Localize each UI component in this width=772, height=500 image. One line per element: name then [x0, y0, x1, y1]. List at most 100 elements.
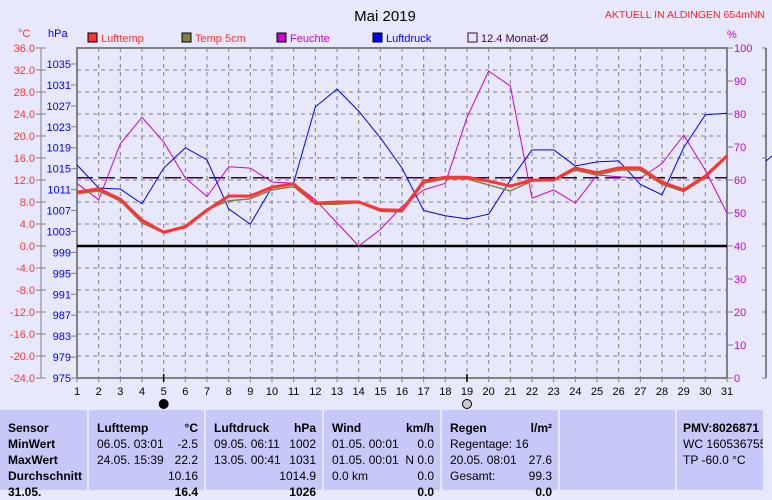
regen-header: Regen: [450, 421, 487, 435]
regen-unit: l/m²: [531, 420, 552, 436]
x-tick-label: 28: [656, 386, 668, 398]
lufttemp-min: -2.5: [177, 436, 198, 452]
lufttemp-max: 22.2: [175, 452, 198, 468]
regen-days: Regentage: 16: [450, 437, 529, 451]
luftdruck-max-time: 13.05. 00:41: [214, 453, 281, 467]
legend-swatch: [88, 33, 97, 42]
sensor-column: Sensor MinWert MaxWert Durchschnitt 31.0…: [0, 410, 87, 490]
luftdruck-header: Luftdruck: [214, 421, 269, 435]
x-tick-label: 2: [96, 386, 102, 398]
legend-label: 12.4 Monat-Ø: [481, 33, 549, 45]
row-label-avg: Durchschnitt: [8, 468, 81, 484]
statistics-panel: Sensor MinWert MaxWert Durchschnitt 31.0…: [0, 410, 772, 490]
temp-tick-label: 32.0: [14, 65, 35, 77]
x-tick-label: 15: [374, 386, 386, 398]
station-label: AKTUELL IN ALDINGEN 654mNN: [605, 9, 765, 21]
x-tick-label: 29: [678, 386, 690, 398]
lufttemp-max-time: 24.05. 15:39: [97, 453, 164, 467]
x-tick-label: 21: [504, 386, 516, 398]
luftdruck-unit: hPa: [294, 420, 316, 436]
wind-avg: 0.0: [417, 468, 434, 484]
temp-tick-label: 16.0: [14, 153, 35, 165]
legend-label: Lufttemp: [101, 33, 144, 45]
x-tick-label: 11: [288, 386, 299, 398]
pmv-column: PMV:8026871 WC 1605367552 TP -60.0 °C: [677, 410, 763, 490]
luftdruck-min: 1002: [289, 436, 316, 452]
temp-tick-label: -4.0: [16, 263, 35, 275]
wind-min-time: 01.05. 00:01: [332, 437, 399, 451]
pressure-tick-label: 1003: [47, 226, 71, 238]
regen-max: 27.6: [529, 452, 552, 468]
humidity-tick-label: 50: [734, 208, 746, 220]
humidity-tick-label: 60: [734, 175, 746, 187]
x-tick-label: 30: [699, 386, 711, 398]
humidity-tick-label: 0: [734, 373, 740, 385]
humidity-tick-label: 100: [734, 43, 752, 55]
pressure-tick-label: 987: [53, 310, 71, 322]
legend-label: Luftdruck: [386, 33, 432, 45]
x-tick-label: 3: [117, 386, 123, 398]
grid: [77, 48, 727, 378]
chart-title: Mai 2019: [354, 8, 416, 25]
x-tick-label: 6: [182, 386, 188, 398]
wind-max: N 0.0: [405, 452, 434, 468]
regen-current: 0.0: [535, 484, 552, 500]
temp-tick-label: 28.0: [14, 87, 35, 99]
humidity-tick-label: 30: [734, 274, 746, 286]
x-tick-label: 27: [634, 386, 646, 398]
pressure-tick-label: 991: [53, 289, 71, 301]
row-label-current: 31.05.: [8, 484, 81, 500]
x-tick-label: 1: [74, 386, 80, 398]
lufttemp-min-time: 06.05. 03:01: [97, 437, 164, 451]
pressure-tick-label: 1019: [47, 143, 71, 155]
legend-swatch: [182, 33, 191, 42]
humidity-tick-label: 20: [734, 307, 746, 319]
wind-unit: km/h: [406, 420, 434, 436]
pressure-tick-label: 1011: [47, 185, 71, 197]
temp-tick-label: -12.0: [10, 307, 35, 319]
temp-tick-label: 12.0: [14, 175, 35, 187]
x-tick-label: 20: [483, 386, 495, 398]
humidity-tick-label: 80: [734, 109, 746, 121]
legend-label: Feuchte: [290, 33, 330, 45]
humidity-tick-label: 70: [734, 142, 746, 154]
humidity-tick-label: 10: [734, 340, 746, 352]
temp-tick-label: -20.0: [10, 351, 35, 363]
temp-tick-label: -24.0: [10, 373, 35, 385]
luftdruck-avg: 1014.9: [279, 468, 316, 484]
pressure-tick-label: 983: [53, 331, 71, 343]
luftdruck-current: 1026: [289, 484, 316, 500]
lufttemp-avg: 10.16: [168, 468, 198, 484]
wind-header: Wind: [332, 421, 361, 435]
x-tick-label: 18: [439, 386, 451, 398]
row-label-min: MinWert: [8, 436, 81, 452]
x-tick-label: 24: [569, 386, 581, 398]
pressure-tick-label: 1027: [47, 101, 71, 113]
x-tick-label: 25: [591, 386, 603, 398]
humidity-tick-label: 40: [734, 241, 746, 253]
luftdruck-min-time: 09.05. 06:11: [214, 437, 280, 451]
axes: 36.032.028.024.020.016.012.08.04.00.0-4.…: [10, 43, 772, 398]
regen-max-time: 20.05. 08:01: [450, 453, 517, 467]
x-tick-label: 8: [226, 386, 232, 398]
pressure-tick-label: 1031: [47, 80, 71, 92]
x-tick-label: 16: [396, 386, 408, 398]
x-tick-label: 19: [461, 386, 473, 398]
pressure-tick-label: 1023: [47, 122, 71, 134]
temp-unit-label: °C: [18, 28, 30, 40]
lufttemp-column: Lufttemp°C 06.05. 03:01-2.5 24.05. 15:39…: [89, 410, 204, 490]
temp-tick-label: -16.0: [10, 329, 35, 341]
legend-label: Temp 5cm: [195, 33, 246, 45]
x-tick-label: 26: [613, 386, 625, 398]
legend-swatch: [468, 33, 477, 42]
temp-tick-label: -8.0: [16, 285, 35, 297]
x-tick-label: 22: [526, 386, 538, 398]
wind-current: 0.0: [417, 484, 434, 500]
x-tick-label: 13: [331, 386, 343, 398]
lufttemp-current: 16.4: [175, 484, 198, 500]
full-moon-icon: [463, 400, 472, 409]
x-tick-label: 7: [204, 386, 210, 398]
pressure-tick-label: 1015: [47, 164, 71, 176]
x-tick-label: 17: [418, 386, 430, 398]
